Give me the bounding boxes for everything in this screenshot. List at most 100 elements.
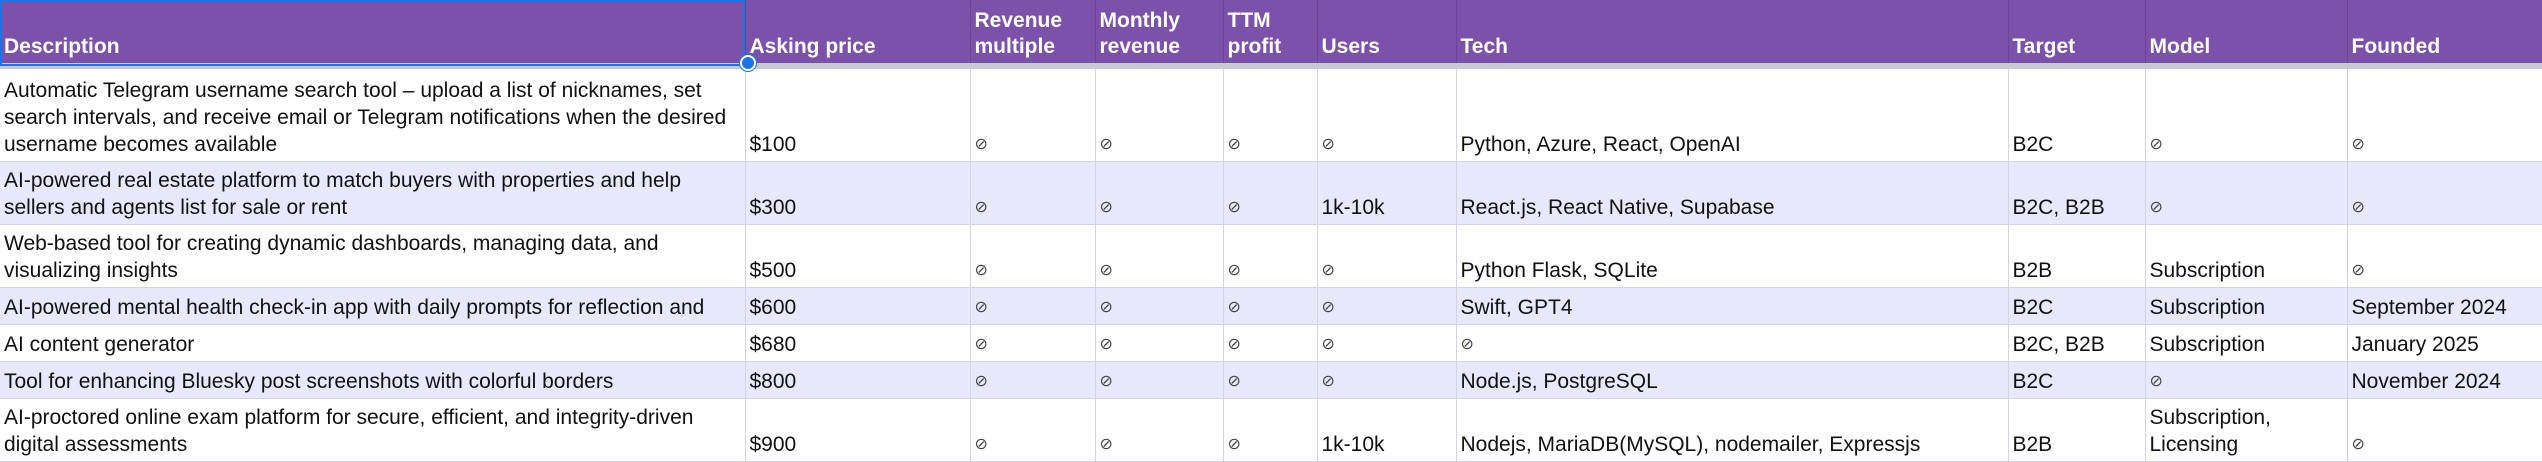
header-ttm-profit-line2: profit: [1227, 35, 1282, 58]
cell-founded-empty-icon[interactable]: ⊘: [2347, 161, 2542, 225]
cell-model[interactable]: Subscription: [2145, 224, 2348, 288]
cell-users[interactable]: 1k-10k: [1317, 161, 1457, 225]
cell-ttm-profit-empty-icon[interactable]: ⊘: [1223, 324, 1318, 362]
table-row: AI-powered real estate platform to match…: [0, 161, 2542, 225]
cell-description[interactable]: AI-proctored online exam platform for se…: [0, 398, 746, 462]
cell-users-empty-icon[interactable]: ⊘: [1317, 324, 1457, 362]
cell-founded-empty-icon[interactable]: ⊘: [2347, 398, 2542, 462]
cell-tech[interactable]: Swift, GPT4: [1456, 287, 2009, 325]
cell-model[interactable]: Subscription, Licensing: [2145, 398, 2348, 462]
cell-monthly-revenue-empty-icon[interactable]: ⊘: [1095, 398, 1224, 462]
table-row: Automatic Telegram username search tool …: [0, 66, 2542, 162]
cell-description[interactable]: AI content generator: [0, 324, 746, 362]
header-users-label: Users: [1321, 35, 1380, 58]
header-revenue-multiple[interactable]: Revenue multiple: [970, 0, 1096, 69]
cell-monthly-revenue-empty-icon[interactable]: ⊘: [1095, 287, 1224, 325]
header-target-label: Target: [2012, 35, 2076, 58]
cell-users-empty-icon[interactable]: ⊘: [1317, 287, 1457, 325]
cell-model[interactable]: Subscription: [2145, 324, 2348, 362]
cell-target[interactable]: B2B: [2008, 398, 2146, 462]
cell-monthly-revenue-empty-icon[interactable]: ⊘: [1095, 324, 1224, 362]
cell-target[interactable]: B2C: [2008, 361, 2146, 399]
table-body: Automatic Telegram username search tool …: [0, 66, 2542, 462]
cell-users-empty-icon[interactable]: ⊘: [1317, 224, 1457, 288]
cell-founded-empty-icon[interactable]: ⊘: [2347, 66, 2542, 162]
header-asking-price[interactable]: Asking price: [745, 0, 971, 69]
cell-tech-empty-icon[interactable]: ⊘: [1456, 324, 2009, 362]
cell-description[interactable]: AI-powered real estate platform to match…: [0, 161, 746, 225]
cell-ttm-profit-empty-icon[interactable]: ⊘: [1223, 361, 1318, 399]
cell-target[interactable]: B2C: [2008, 66, 2146, 162]
cell-target[interactable]: B2C, B2B: [2008, 161, 2146, 225]
cell-revenue-multiple-empty-icon[interactable]: ⊘: [970, 224, 1096, 288]
cell-asking-price[interactable]: $300: [745, 161, 971, 225]
cell-monthly-revenue-empty-icon[interactable]: ⊘: [1095, 66, 1224, 162]
cell-tech[interactable]: Python, Azure, React, OpenAI: [1456, 66, 2009, 162]
header-ttm-profit[interactable]: TTM profit: [1223, 0, 1318, 69]
cell-tech[interactable]: Node.js, PostgreSQL: [1456, 361, 2009, 399]
cell-asking-price[interactable]: $600: [745, 287, 971, 325]
cell-ttm-profit-empty-icon[interactable]: ⊘: [1223, 287, 1318, 325]
cell-model-empty-icon[interactable]: ⊘: [2145, 66, 2348, 162]
cell-target[interactable]: B2C: [2008, 287, 2146, 325]
header-users[interactable]: Users: [1317, 0, 1457, 69]
header-founded[interactable]: Founded: [2347, 0, 2542, 69]
cell-founded[interactable]: January 2025: [2347, 324, 2542, 362]
cell-description[interactable]: Web-based tool for creating dynamic dash…: [0, 224, 746, 288]
header-target[interactable]: Target: [2008, 0, 2146, 69]
cell-ttm-profit-empty-icon[interactable]: ⊘: [1223, 66, 1318, 162]
cell-tech[interactable]: Nodejs, MariaDB(MySQL), nodemailer, Expr…: [1456, 398, 2009, 462]
cell-ttm-profit-empty-icon[interactable]: ⊘: [1223, 224, 1318, 288]
cell-description[interactable]: Tool for enhancing Bluesky post screensh…: [0, 361, 746, 399]
cell-revenue-multiple-empty-icon[interactable]: ⊘: [970, 161, 1096, 225]
selection-handle[interactable]: [740, 55, 756, 71]
table-row: AI content generator $680 ⊘ ⊘ ⊘ ⊘ ⊘ B2C,…: [0, 324, 2542, 362]
cell-monthly-revenue-empty-icon[interactable]: ⊘: [1095, 161, 1224, 225]
cell-description[interactable]: Automatic Telegram username search tool …: [0, 66, 746, 162]
header-tech[interactable]: Tech: [1456, 0, 2009, 69]
table-row: AI-powered mental health check-in app wi…: [0, 287, 2542, 325]
header-model[interactable]: Model: [2145, 0, 2348, 69]
cell-asking-price[interactable]: $500: [745, 224, 971, 288]
cell-asking-price[interactable]: $900: [745, 398, 971, 462]
cell-ttm-profit-empty-icon[interactable]: ⊘: [1223, 161, 1318, 225]
header-founded-label: Founded: [2351, 35, 2441, 58]
cell-asking-price[interactable]: $680: [745, 324, 971, 362]
header-description[interactable]: Description: [0, 0, 746, 69]
cell-model-empty-icon[interactable]: ⊘: [2145, 161, 2348, 225]
cell-revenue-multiple-empty-icon[interactable]: ⊘: [970, 287, 1096, 325]
cell-founded[interactable]: November 2024: [2347, 361, 2542, 399]
cell-model-empty-icon[interactable]: ⊘: [2145, 361, 2348, 399]
cell-tech[interactable]: React.js, React Native, Supabase: [1456, 161, 2009, 225]
cell-monthly-revenue-empty-icon[interactable]: ⊘: [1095, 361, 1224, 399]
cell-founded-empty-icon[interactable]: ⊘: [2347, 224, 2542, 288]
cell-monthly-revenue-empty-icon[interactable]: ⊘: [1095, 224, 1224, 288]
cell-asking-price[interactable]: $100: [745, 66, 971, 162]
cell-revenue-multiple-empty-icon[interactable]: ⊘: [970, 361, 1096, 399]
cell-target[interactable]: B2C, B2B: [2008, 324, 2146, 362]
header-asking-price-label: Asking price: [749, 35, 876, 58]
cell-revenue-multiple-empty-icon[interactable]: ⊘: [970, 398, 1096, 462]
header-ttm-profit-line1: TTM: [1227, 9, 1271, 32]
cell-target[interactable]: B2B: [2008, 224, 2146, 288]
header-monthly-revenue-line2: revenue: [1099, 35, 1181, 58]
table-row: Tool for enhancing Bluesky post screensh…: [0, 361, 2542, 399]
cell-asking-price[interactable]: $800: [745, 361, 971, 399]
header-row: Description Asking price Revenue multiple…: [0, 0, 2542, 69]
header-monthly-revenue-line1: Monthly: [1099, 9, 1180, 32]
table-row: AI-proctored online exam platform for se…: [0, 398, 2542, 462]
cell-model[interactable]: Subscription: [2145, 287, 2348, 325]
cell-users-empty-icon[interactable]: ⊘: [1317, 361, 1457, 399]
cell-revenue-multiple-empty-icon[interactable]: ⊘: [970, 66, 1096, 162]
cell-revenue-multiple-empty-icon[interactable]: ⊘: [970, 324, 1096, 362]
cell-founded[interactable]: September 2024: [2347, 287, 2542, 325]
cell-description[interactable]: AI-powered mental health check-in app wi…: [0, 287, 746, 325]
cell-ttm-profit-empty-icon[interactable]: ⊘: [1223, 398, 1318, 462]
cell-tech[interactable]: Python Flask, SQLite: [1456, 224, 2009, 288]
cell-users[interactable]: 1k-10k: [1317, 398, 1457, 462]
header-tech-label: Tech: [1460, 35, 1508, 58]
cell-users-empty-icon[interactable]: ⊘: [1317, 66, 1457, 162]
header-monthly-revenue[interactable]: Monthly revenue: [1095, 0, 1224, 69]
